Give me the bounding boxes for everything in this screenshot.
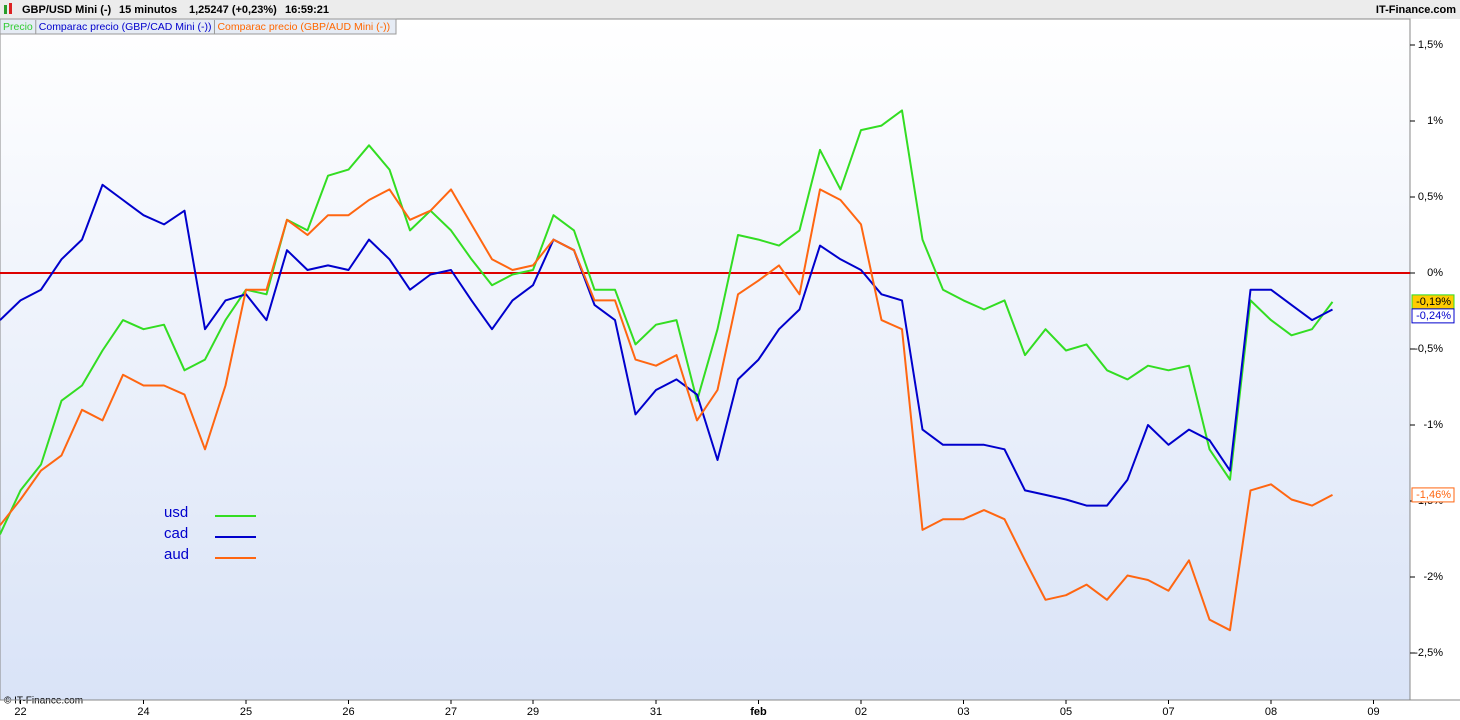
quote: 1,25247 (+0,23%)	[189, 4, 277, 16]
indicator-label: Precio	[3, 21, 33, 33]
y-tick-label: 1%	[1427, 115, 1443, 127]
x-tick-label: 26	[342, 706, 354, 718]
icon	[9, 3, 12, 14]
series-line	[0, 109, 1334, 535]
y-tick-label: -0,5%	[1414, 343, 1443, 355]
y-tick-label: 1,5%	[1418, 39, 1443, 51]
series-line	[0, 183, 1333, 507]
indicator-strip	[0, 18, 397, 35]
x-tick-label: 25	[240, 706, 252, 718]
indicator-label: Comparac precio (GBP/CAD Mini (-))	[39, 21, 212, 33]
y-tick-label: -2,5%	[1414, 647, 1443, 659]
x-tick-label: 05	[1060, 706, 1072, 718]
legend-label: usd	[164, 504, 188, 521]
y-tick-label: -1%	[1423, 419, 1443, 431]
y-tick-label: 0,5%	[1418, 191, 1443, 203]
x-tick-label: 09	[1367, 706, 1379, 718]
x-tick-label: 31	[650, 706, 662, 718]
instrument: GBP/USD Mini (-)	[22, 4, 112, 16]
brand: IT-Finance.com	[1376, 4, 1456, 16]
copyright: © IT-Finance.com	[4, 696, 83, 707]
x-tick-label: 22	[14, 706, 26, 718]
timeframe: 15 minutos	[119, 4, 177, 16]
header-bar	[0, 0, 1460, 19]
x-tick-label: 29	[527, 706, 539, 718]
value-label-box	[1411, 487, 1455, 503]
x-tick-label: 24	[137, 706, 149, 718]
plot-area	[0, 18, 1411, 701]
value-label: -0,19%	[1416, 296, 1451, 308]
indicator-label: Comparac precio (GBP/AUD Mini (-))	[217, 21, 390, 33]
y-tick-label: -2%	[1423, 571, 1443, 583]
x-tick-label: 02	[855, 706, 867, 718]
x-tick-label: feb	[750, 706, 767, 718]
y-tick-label: 0%	[1427, 267, 1443, 279]
x-tick-label: 08	[1265, 706, 1277, 718]
value-label-box	[1411, 308, 1455, 324]
x-tick-label: 03	[957, 706, 969, 718]
value-label: -1,46%	[1416, 489, 1451, 501]
x-tick-label: 27	[445, 706, 457, 718]
legend-label: aud	[164, 546, 189, 563]
icon	[4, 5, 7, 14]
value-label: -0,24%	[1416, 310, 1451, 322]
series-line	[0, 188, 1333, 632]
time: 16:59:21	[285, 4, 329, 16]
legend-label: cad	[164, 525, 188, 542]
x-tick-label: 07	[1162, 706, 1174, 718]
